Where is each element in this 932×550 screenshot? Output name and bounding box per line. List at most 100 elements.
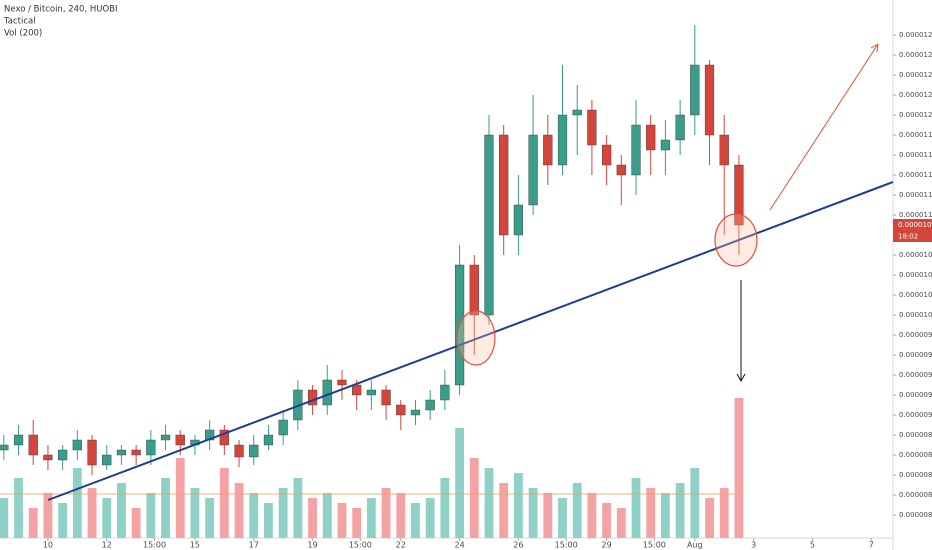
y-tick-label: 0.00000940 — [899, 371, 932, 379]
volume-bar — [513, 473, 523, 538]
candle-body — [690, 64, 700, 116]
y-tick-label: 0.00001240 — [899, 71, 932, 79]
candle-body — [263, 434, 274, 446]
x-tick-label: 24 — [454, 541, 464, 550]
x-tick-label: 26 — [513, 541, 523, 550]
candle-body — [513, 204, 524, 236]
y-tick-label: 0.00000920 — [899, 391, 932, 399]
y-tick-label: 0.00000980 — [899, 331, 932, 339]
candle-body — [543, 134, 553, 166]
candle-body — [28, 434, 38, 456]
volume-bar — [719, 488, 729, 538]
volume-bar — [175, 458, 185, 538]
axes: 0.00000800 0.00000820 0.00000840 0.00000860… — [43, 31, 932, 550]
volume-bar — [411, 503, 420, 538]
y-tick-label: 0.00000820 — [899, 491, 932, 499]
volume-bar — [117, 483, 126, 538]
volume-bar — [675, 483, 685, 538]
candle-body — [146, 439, 156, 456]
y-tick-label: 0.00001280 — [899, 31, 932, 39]
y-tick-label: 0.00000800 — [899, 511, 932, 519]
x-tick-label: 29 — [602, 541, 612, 550]
candle-body — [396, 404, 406, 416]
candle-body — [43, 454, 53, 461]
candle-body — [58, 449, 68, 461]
y-tick-label: 0.00001200 — [899, 111, 932, 119]
volume-bar — [337, 503, 347, 538]
volume-bar — [616, 508, 626, 538]
volume-bar — [58, 503, 68, 538]
candle-body — [425, 399, 435, 411]
candle-body — [72, 439, 82, 451]
candle-body — [410, 409, 421, 416]
candle-body — [337, 379, 347, 386]
up-arrow — [769, 43, 879, 211]
candle-body — [631, 124, 641, 176]
volume-bar — [425, 498, 435, 538]
volume-bar — [72, 468, 82, 538]
volume-bar — [205, 498, 215, 538]
volume-bar — [146, 493, 156, 538]
x-tick-label: 15:00 — [643, 541, 666, 550]
volume-bar — [366, 498, 376, 538]
x-tick-label: 15:00 — [555, 541, 578, 550]
candle-body — [499, 134, 509, 236]
candle-body — [704, 64, 715, 136]
volume-bar — [543, 493, 553, 538]
volume-bar — [440, 478, 450, 538]
down-arrow — [736, 280, 746, 383]
indicator-label: Tactical — [3, 17, 36, 27]
y-tick-label: 0.00000900 — [899, 411, 932, 419]
volume-bar — [219, 468, 229, 538]
x-tick-label: 15 — [190, 541, 200, 550]
candle-body — [13, 434, 24, 446]
volume-bar — [352, 508, 362, 538]
volume-layer — [0, 398, 744, 538]
candle-body — [469, 264, 479, 316]
volume-bar — [646, 488, 656, 538]
volume-bar — [308, 498, 317, 538]
candle-body — [734, 164, 744, 226]
volume-bar — [264, 503, 273, 538]
highlight-circle — [714, 213, 758, 267]
y-tick-label: 0.00001140 — [899, 171, 932, 179]
volume-bar — [734, 398, 744, 538]
y-tick-label: 0.00001160 — [899, 151, 932, 159]
volume-bar — [572, 483, 582, 538]
last-price-box — [893, 219, 932, 231]
candle-body — [601, 144, 612, 166]
y-tick-label: 0.00001180 — [899, 131, 932, 139]
y-tick-label: 0.00001040 — [899, 271, 932, 279]
trend-line — [47, 181, 894, 501]
y-tick-label: 0.00001260 — [899, 51, 932, 59]
chart-title: Nexo / Bitcoin, 240, HUOBI — [4, 5, 118, 15]
candle-body — [587, 109, 597, 146]
last-price-label: 0.00001090 — [898, 221, 932, 229]
y-tick-label: 0.00000840 — [899, 471, 932, 479]
candle-body — [557, 114, 568, 166]
candle-body — [116, 449, 127, 456]
x-tick-label: 15:00 — [349, 541, 372, 550]
candle-body — [307, 389, 318, 406]
volume-bar — [705, 498, 714, 538]
volume-bar — [293, 478, 303, 538]
candle-body — [249, 444, 259, 458]
volume-bar — [161, 478, 170, 538]
volume-bar — [102, 498, 112, 538]
x-tick-label: 10 — [43, 541, 53, 550]
highlight-circle — [456, 310, 496, 366]
y-tick-label: 0.00001020 — [899, 291, 932, 299]
volume-bar — [631, 478, 641, 538]
candle-body — [131, 449, 141, 456]
candle-body — [616, 164, 626, 176]
y-tick-label: 0.00001120 — [899, 191, 932, 199]
x-tick-label: 22 — [396, 541, 406, 550]
volume-bar — [190, 488, 200, 538]
countdown-box — [893, 231, 932, 242]
x-tick-label: 5 — [810, 541, 815, 550]
candle-body — [219, 429, 229, 446]
volume-bar — [28, 508, 38, 538]
x-tick-label: 7 — [869, 541, 874, 550]
candle-body — [528, 134, 538, 206]
x-tick-label: 19 — [307, 541, 317, 550]
